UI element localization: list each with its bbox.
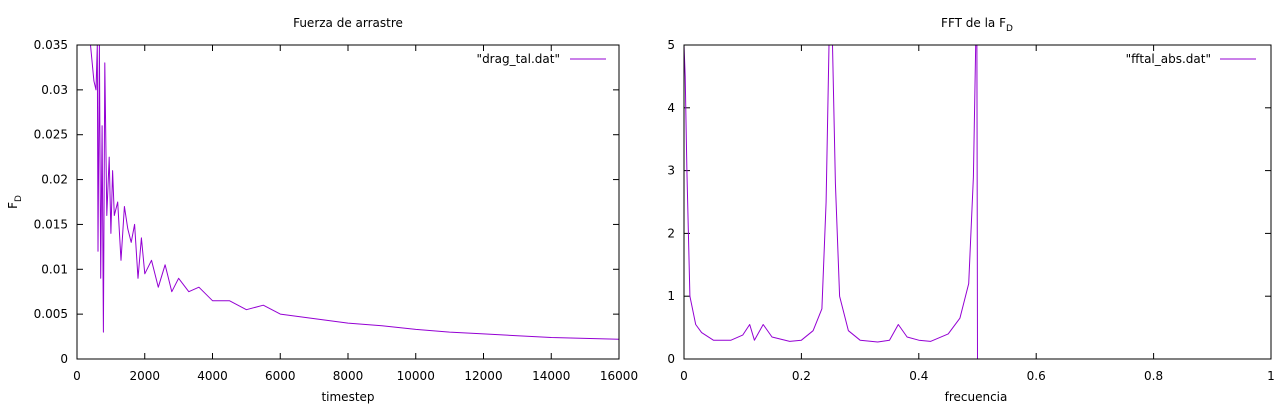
plot-frame (683, 44, 1272, 360)
legend-label: "fftal_abs.dat" (1126, 52, 1211, 66)
drag-series-line (90, 44, 620, 340)
x-axis-label: frecuencia (945, 390, 1008, 404)
y-tick-label: 3 (667, 164, 675, 178)
fft-series-line (683, 44, 1271, 360)
y-tick-label: 0.01 (41, 262, 68, 276)
x-tick-label: 10000 (397, 369, 435, 383)
x-tick-label: 16000 (600, 369, 638, 383)
x-tick-label: 0.6 (1027, 369, 1046, 383)
x-tick-label: 0.8 (1144, 369, 1163, 383)
y-tick-label: 0 (60, 352, 68, 366)
x-tick-label: 12000 (464, 369, 502, 383)
x-tick-label: 4000 (197, 369, 228, 383)
x-tick-label: 6000 (265, 369, 296, 383)
plot-frame (76, 44, 620, 360)
legend-label: "drag_tal.dat" (477, 52, 560, 66)
x-tick-label: 0.2 (792, 369, 811, 383)
y-tick-label: 0.025 (34, 128, 68, 142)
y-tick-label: 1 (667, 289, 675, 303)
y-tick-label: 2 (667, 226, 675, 240)
y-tick-label: 0.005 (34, 307, 68, 321)
x-tick-label: 0 (680, 369, 688, 383)
fft-chart: FFT de la FD frecuencia 0 0.2 0.4 0.6 0.8 1 0 1… (667, 16, 1274, 404)
y-tick-label: 0.015 (34, 217, 68, 231)
x-tick-label: 0.4 (909, 369, 928, 383)
tick-group: 0 2000 4000 6000 8000 10000 12000 14000 16000 0 0.… (34, 38, 638, 383)
x-tick-label: 0 (73, 369, 81, 383)
y-tick-label: 5 (667, 38, 675, 52)
chart-title: Fuerza de arrastre (293, 16, 403, 30)
y-axis-label: FD (6, 195, 24, 209)
x-tick-label: 14000 (532, 369, 570, 383)
y-tick-label: 4 (667, 101, 675, 115)
x-tick-label: 8000 (333, 369, 364, 383)
chart-title: FFT de la FD (941, 16, 1013, 34)
y-tick-label: 0 (667, 352, 675, 366)
y-tick-label: 0.02 (41, 173, 68, 187)
x-tick-label: 2000 (129, 369, 160, 383)
drag-force-chart: Fuerza de arrastre FD timestep 0 2000 4000… (6, 16, 638, 404)
x-tick-label: 1 (1267, 369, 1275, 383)
y-tick-label: 0.03 (41, 83, 68, 97)
tick-group: 0 0.2 0.4 0.6 0.8 1 0 1 2 3 4 5 (667, 38, 1274, 383)
y-tick-label: 0.035 (34, 38, 68, 52)
x-axis-label: timestep (321, 390, 374, 404)
